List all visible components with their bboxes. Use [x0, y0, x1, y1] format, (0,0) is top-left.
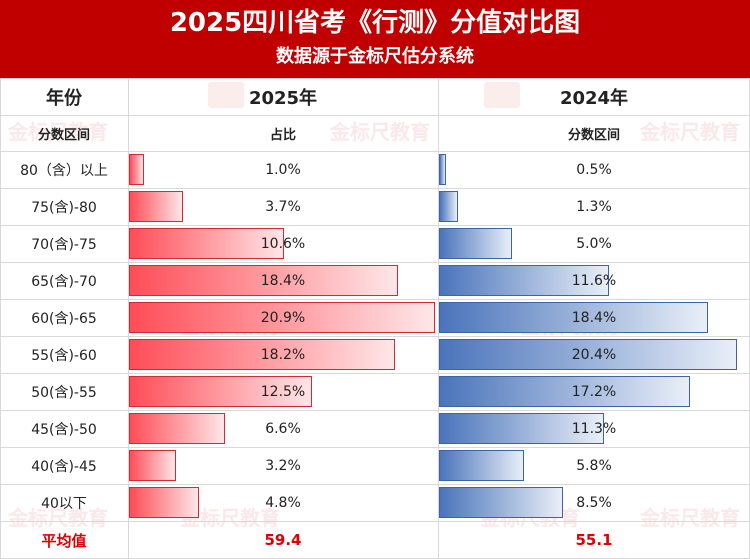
bar-2024	[439, 228, 512, 259]
year-header: 年份	[46, 87, 82, 109]
value-label-2024: 11.6%	[571, 272, 617, 289]
bar-2025	[129, 376, 312, 407]
value-label-2025: 3.2%	[265, 457, 301, 474]
value-label-2025: 1.0%	[265, 161, 301, 178]
grid-line	[0, 484, 750, 485]
category-label: 60(含)-65	[31, 310, 97, 327]
bar-2025	[129, 450, 176, 481]
value-label-2024: 8.5%	[576, 494, 612, 511]
grid-line	[0, 336, 750, 337]
category-label: 40以下	[41, 495, 87, 512]
value-label-2024: 17.2%	[571, 383, 617, 400]
bar-2025	[129, 191, 183, 222]
value-label-2025: 20.9%	[260, 309, 306, 326]
grid-line	[438, 78, 439, 559]
value-label-2025: 3.7%	[265, 198, 301, 215]
value-label-2025: 18.2%	[260, 346, 306, 363]
grid-line	[0, 447, 750, 448]
value-label-2024: 20.4%	[571, 346, 617, 363]
value-label-2024: 1.3%	[576, 198, 612, 215]
grid-line	[0, 410, 750, 411]
year-2024-header: 2024年	[559, 87, 629, 109]
category-label: 70(含)-75	[31, 236, 97, 253]
value-label-2024: 5.8%	[576, 457, 612, 474]
watermark-logo	[208, 82, 244, 108]
average-label: 平均值	[41, 531, 87, 550]
grid-line	[0, 299, 750, 300]
bar-2025	[129, 302, 435, 333]
bar-2024	[439, 154, 446, 185]
bar-2025	[129, 339, 395, 370]
bar-2024	[439, 265, 609, 296]
watermark-text: 金标尺教育	[8, 506, 108, 530]
bar-2024	[439, 376, 690, 407]
share-header: 占比	[269, 127, 296, 143]
grid-line	[0, 225, 750, 226]
category-label: 80（含）以上	[20, 162, 108, 179]
year-2025-header: 2025年	[248, 87, 318, 109]
category-label: 75(含)-80	[31, 199, 97, 216]
bar-2024	[439, 191, 458, 222]
value-label-2025: 6.6%	[265, 420, 301, 437]
value-label-2025: 4.8%	[265, 494, 301, 511]
category-label: 50(含)-55	[31, 384, 97, 401]
bar-2024	[439, 413, 604, 444]
grid-line	[0, 151, 750, 152]
category-label: 45(含)-50	[31, 421, 97, 438]
data-table: 金标尺教育 金标尺教育 金标尺教育 金标尺教育 金标尺教育 金标尺教育 金标尺教…	[0, 78, 750, 559]
bar-2024	[439, 339, 737, 370]
average-2024: 55.1	[575, 531, 613, 549]
bar-2025	[129, 487, 199, 518]
watermark-text: 金标尺教育	[330, 120, 430, 144]
bar-2025	[129, 265, 398, 296]
value-label-2024: 5.0%	[576, 235, 612, 252]
value-label-2024: 0.5%	[576, 161, 612, 178]
category-label: 55(含)-60	[31, 347, 97, 364]
bar-2024	[439, 450, 524, 481]
chart-title: 2025四川省考《行测》分值对比图	[169, 8, 581, 38]
value-label-2024: 11.3%	[571, 420, 617, 437]
value-label-2025: 18.4%	[260, 272, 306, 289]
category-label: 65(含)-70	[31, 273, 97, 290]
watermark-text: 金标尺教育	[640, 120, 740, 144]
grid-line	[0, 78, 750, 79]
watermark-logo	[484, 82, 520, 108]
bar-2025	[129, 413, 225, 444]
bar-2024	[439, 487, 563, 518]
bar-2025	[129, 228, 284, 259]
value-label-2025: 10.6%	[260, 235, 306, 252]
header-banner: 2025四川省考《行测》分值对比图 数据源于金标尺估分系统	[0, 0, 750, 78]
grid-line	[0, 373, 750, 374]
grid-line	[0, 78, 1, 559]
bar-2024	[439, 302, 708, 333]
bar-2025	[129, 154, 144, 185]
watermark-text: 金标尺教育	[640, 506, 740, 530]
category-label: 40(含)-45	[31, 458, 97, 475]
chart-subtitle: 数据源于金标尺估分系统	[276, 46, 474, 67]
watermark-text: 金标尺教育	[8, 120, 108, 144]
range-header: 分数区间	[37, 127, 90, 143]
grid-line	[0, 115, 750, 116]
grid-line	[0, 521, 750, 522]
value-label-2024: 18.4%	[571, 309, 617, 326]
grid-line	[0, 262, 750, 263]
grid-line	[0, 188, 750, 189]
grid-line	[128, 78, 129, 559]
average-2025: 59.4	[264, 531, 302, 549]
value-label-2025: 12.5%	[260, 383, 306, 400]
range-header-2024: 分数区间	[567, 127, 620, 143]
